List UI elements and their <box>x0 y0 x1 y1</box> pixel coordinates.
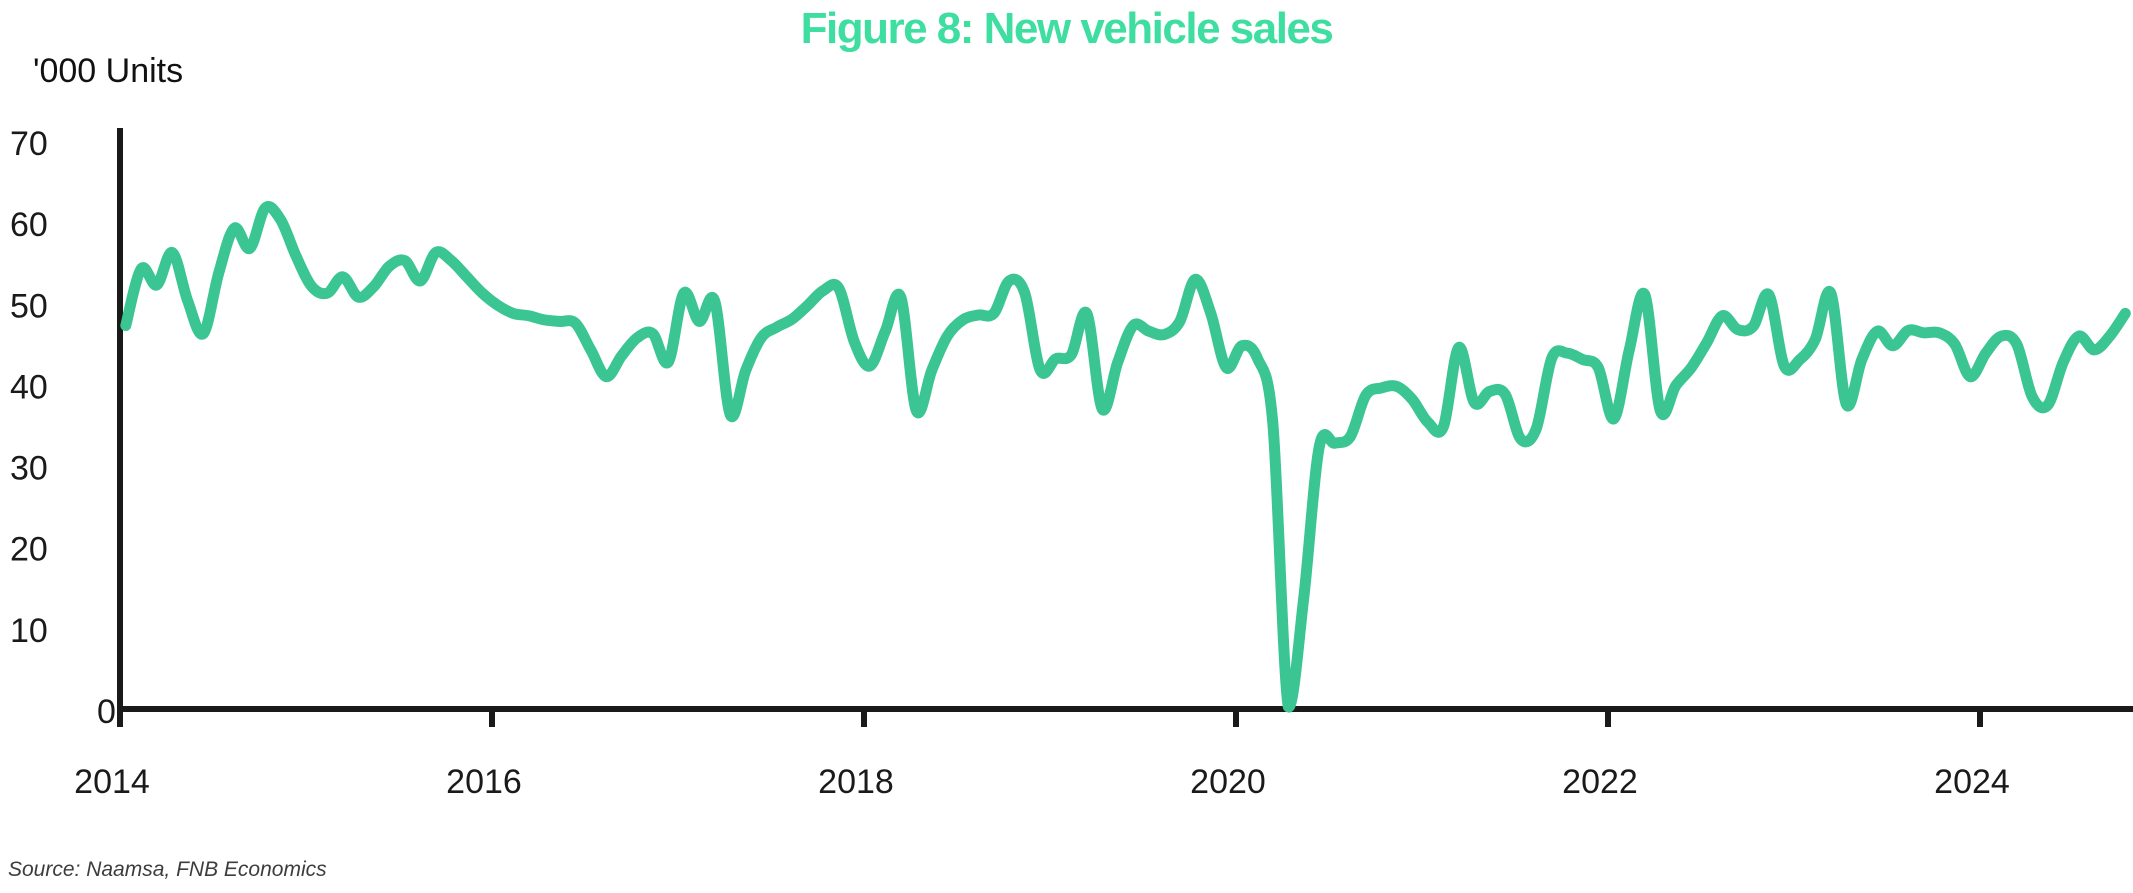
axes <box>117 128 2133 727</box>
chart-title: Figure 8: New vehicle sales <box>800 4 1334 53</box>
y-axis-unit-label: '000 Units <box>33 52 184 90</box>
y-tick-label: 40 <box>10 368 48 406</box>
y-tick-label: 30 <box>10 450 48 488</box>
x-tick-label: 2016 <box>446 763 522 801</box>
x-tick-mark <box>1977 709 1983 727</box>
x-tick-mark <box>1233 709 1239 727</box>
y-tick-label: 10 <box>10 612 48 650</box>
y-tick-label: 70 <box>10 125 48 163</box>
x-tick-label: 2022 <box>1562 763 1638 801</box>
x-tick-label: 2018 <box>818 763 894 801</box>
x-axis <box>117 706 2133 712</box>
x-tick-mark <box>861 709 867 727</box>
x-tick-mark <box>117 709 123 727</box>
x-tick-label: 2020 <box>1190 763 1266 801</box>
x-tick-mark <box>489 709 495 727</box>
x-tick-marks <box>117 709 1983 727</box>
y-tick-label: 50 <box>10 287 48 325</box>
vehicle-sales-line <box>120 201 2131 713</box>
x-tick-mark <box>1605 709 1611 727</box>
y-tick-labels: 0 10 20 30 40 50 60 70 <box>10 125 116 731</box>
x-tick-label: 2024 <box>1934 763 2010 801</box>
source-note: Source: Naamsa, FNB Economics <box>8 858 327 881</box>
y-tick-label: 0 <box>97 693 116 731</box>
x-tick-label: 2014 <box>74 763 150 801</box>
y-tick-label: 20 <box>10 531 48 569</box>
x-tick-labels: 2014 2016 2018 2020 2022 2024 <box>74 763 2010 801</box>
y-axis <box>117 128 123 727</box>
y-tick-label: 60 <box>10 206 48 244</box>
